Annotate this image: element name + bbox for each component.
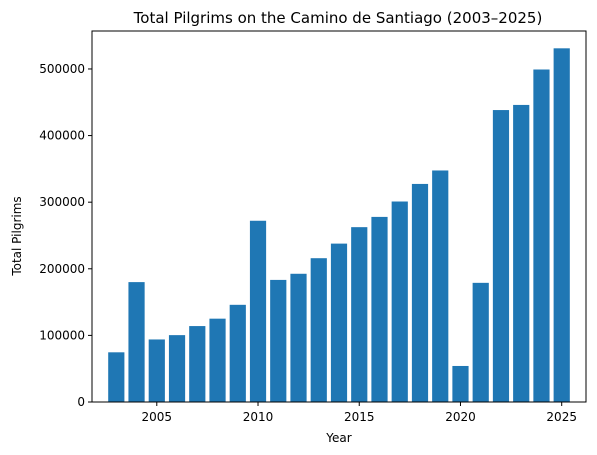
y-axis-label: Total Pilgrims: [10, 196, 24, 276]
bar-2023: [513, 104, 530, 403]
x-tick-label: 2005: [142, 410, 173, 424]
bar-2015: [351, 227, 368, 402]
bar-2007: [189, 326, 206, 402]
bar-2003: [108, 352, 125, 402]
bar-2008: [209, 318, 226, 402]
bar-2006: [168, 335, 186, 402]
x-tick-label: 2010: [243, 410, 274, 424]
bar-2019: [432, 170, 449, 402]
x-tick-label: 2015: [344, 410, 375, 424]
bar-2009: [229, 304, 246, 402]
y-tick-label: 500000: [39, 62, 85, 76]
bar-2014: [330, 243, 348, 402]
y-tick-label: 400000: [39, 129, 85, 143]
bar-2017: [391, 201, 408, 402]
bar-2022: [492, 110, 510, 402]
bar-2013: [310, 258, 327, 402]
y-axis-ticks: 0 100000 200000 300000 400000 500000: [39, 62, 92, 409]
y-tick-label: 0: [77, 395, 85, 409]
x-axis-label: Year: [325, 431, 351, 445]
chart-title: Total Pilgrims on the Camino de Santiago…: [133, 9, 543, 27]
plot-frame: [91, 30, 587, 403]
bar-2025: [553, 48, 570, 402]
x-tick-label: 2025: [546, 410, 577, 424]
bars-group: [108, 48, 570, 403]
bar-2020: [452, 365, 469, 402]
y-tick-label: 100000: [39, 328, 85, 342]
x-tick-label: 2020: [445, 410, 476, 424]
bar-2016: [371, 216, 388, 402]
bar-2004: [128, 282, 145, 402]
y-tick-label: 200000: [39, 262, 85, 276]
bar-2012: [290, 273, 307, 402]
x-axis-ticks: 2005 2010 2015 2020 2025: [142, 402, 577, 424]
bar-2010: [249, 220, 267, 402]
bar-2005: [148, 339, 165, 402]
y-tick-label: 300000: [39, 195, 85, 209]
bar-2024: [533, 69, 550, 402]
bar-2018: [411, 183, 429, 402]
bar-2011: [270, 279, 287, 402]
bar-2021: [472, 282, 489, 402]
